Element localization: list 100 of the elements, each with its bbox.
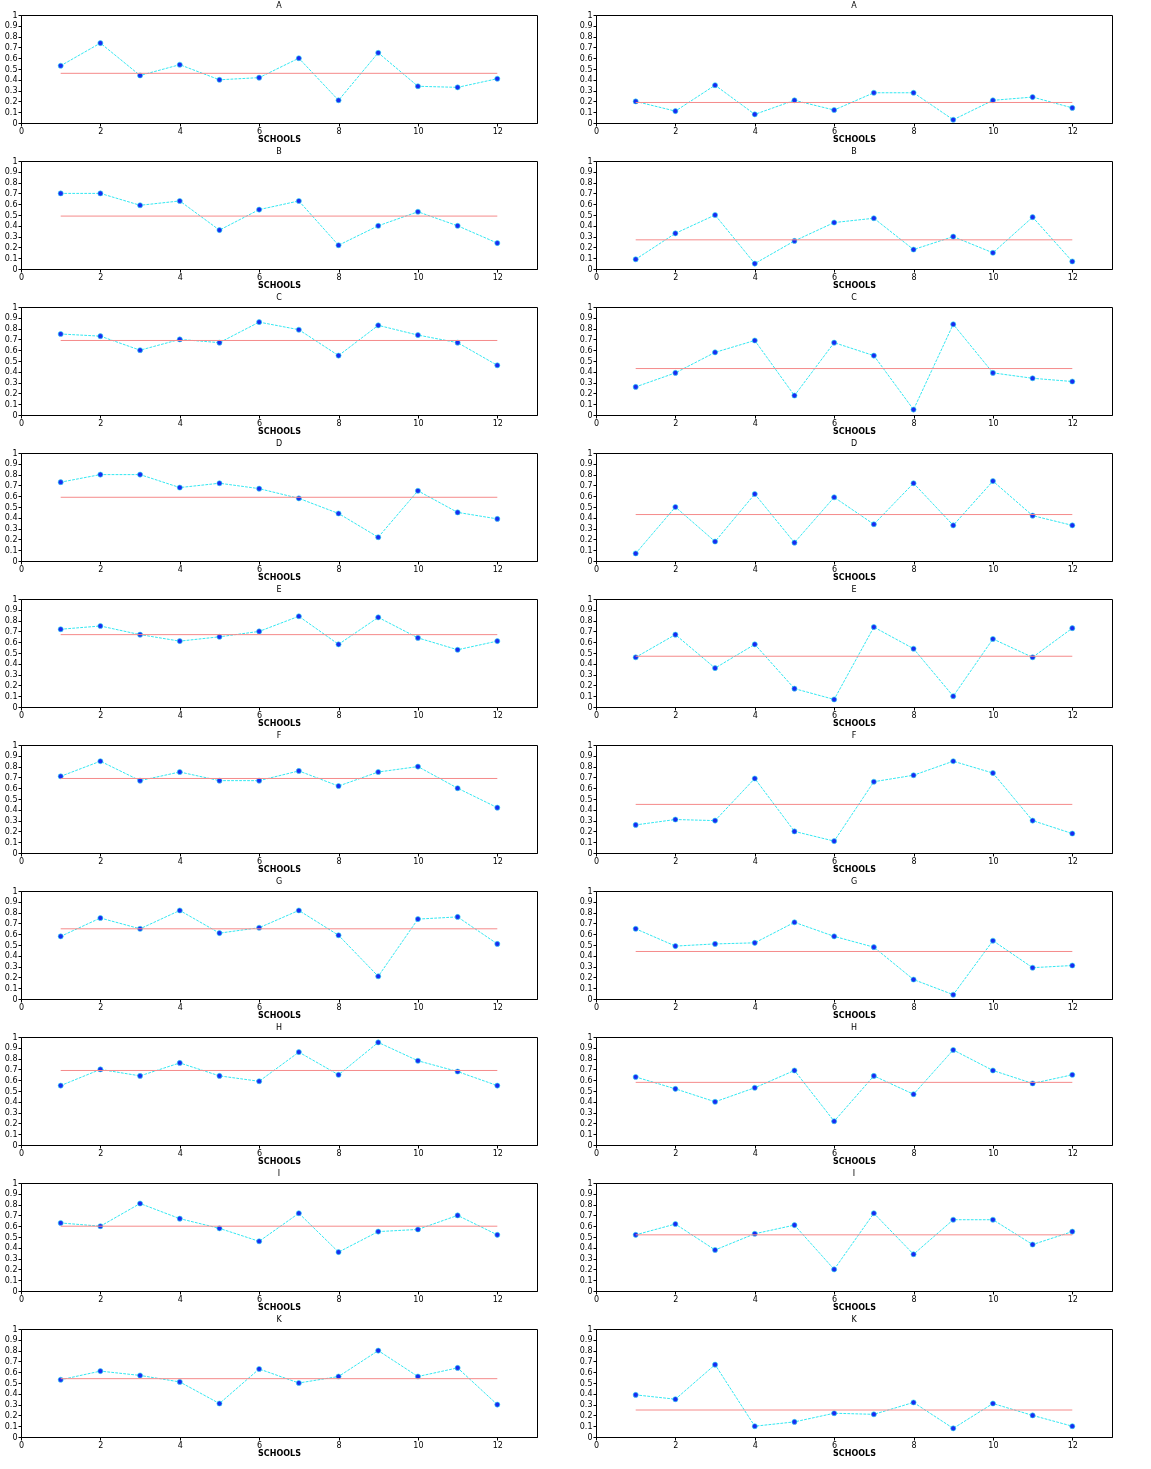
point: [296, 1049, 302, 1055]
y-tick-label: 0: [12, 702, 18, 712]
point: [296, 768, 302, 774]
y-tick-label: 0.4: [579, 367, 593, 377]
point: [791, 1067, 798, 1074]
point: [335, 1249, 342, 1255]
point: [1029, 512, 1036, 519]
y-tick-label: 0.6: [579, 345, 593, 355]
point: [415, 635, 421, 641]
y-tick-label: 0.5: [579, 1378, 593, 1388]
x-tick-label: 12: [1067, 1440, 1078, 1450]
y-tick-label: 0.5: [4, 794, 18, 804]
point: [672, 1221, 679, 1227]
x-tick-label: 12: [1067, 272, 1078, 282]
x-axis-title: SCHOOLS: [833, 426, 877, 436]
point: [1029, 817, 1036, 824]
y-tick-label: 0.7: [4, 42, 18, 52]
point: [216, 1400, 223, 1407]
y-tick-label: 0.3: [4, 962, 18, 972]
point: [910, 406, 917, 413]
y-tick-label: 0.5: [579, 502, 593, 512]
point: [176, 769, 183, 775]
y-tick-label: 0.2: [4, 826, 18, 836]
y-tick-label: 0.5: [579, 940, 593, 950]
point: [910, 1091, 917, 1098]
y-tick-label: 0.5: [579, 210, 593, 220]
y-tick-label: 0.3: [579, 86, 593, 96]
y-tick-label: 0: [587, 994, 593, 1004]
y-tick-label: 0.1: [579, 1421, 593, 1431]
y-tick-label: 0.3: [579, 816, 593, 826]
point: [256, 924, 262, 931]
y-tick-label: 0.5: [4, 210, 18, 220]
point: [494, 1401, 501, 1408]
y-tick-label: 0.5: [579, 356, 593, 366]
x-tick-label: 4: [752, 1440, 758, 1450]
point: [415, 332, 421, 338]
y-tick-label: 0.8: [579, 470, 593, 480]
y-tick-label: 1: [12, 594, 18, 604]
x-tick-label: 10: [988, 1002, 999, 1012]
point: [751, 1084, 758, 1091]
y-tick-label: 0: [587, 1432, 593, 1442]
y-tick-label: 1: [12, 448, 18, 458]
x-tick-label: 6: [832, 418, 838, 428]
x-tick-label: 2: [673, 710, 679, 720]
x-axis-title: SCHOOLS: [258, 864, 302, 874]
chart-title: H: [850, 1023, 858, 1032]
point: [672, 631, 679, 638]
x-tick-label: 8: [911, 1002, 917, 1012]
y-tick-label: 0.7: [579, 772, 593, 782]
x-axis-title: SCHOOLS: [833, 1010, 877, 1020]
point: [335, 1373, 342, 1380]
x-tick-label: 4: [177, 1002, 183, 1012]
y-tick-label: 0.3: [579, 378, 593, 388]
point: [871, 778, 877, 785]
x-tick-label: 10: [988, 710, 999, 720]
y-tick-label: 0.2: [579, 826, 593, 836]
x-tick-label: 6: [832, 272, 838, 282]
y-tick-label: 0.7: [4, 1064, 18, 1074]
point: [296, 55, 302, 62]
point: [632, 550, 639, 557]
point: [494, 1232, 501, 1238]
point: [831, 1118, 837, 1125]
point: [176, 484, 183, 491]
point: [375, 973, 382, 980]
y-tick-label: 0.7: [579, 1064, 593, 1074]
point: [990, 1216, 996, 1223]
point: [632, 256, 639, 263]
x-tick-label: 2: [673, 1440, 679, 1450]
point: [791, 919, 798, 926]
point: [871, 521, 877, 528]
y-tick-label: 0.1: [4, 107, 18, 117]
x-tick-label: 10: [413, 710, 424, 720]
y-tick-label: 0.9: [4, 1189, 18, 1199]
point: [415, 1226, 421, 1233]
y-tick-label: 0.3: [4, 524, 18, 534]
point: [335, 932, 342, 939]
point: [1029, 375, 1036, 382]
x-tick-label: 4: [752, 1294, 758, 1304]
point: [672, 370, 679, 376]
chart-title: C: [851, 293, 858, 302]
point: [137, 777, 143, 784]
y-tick-label: 0.4: [579, 1243, 593, 1253]
point: [494, 1082, 501, 1089]
y-tick-label: 0.7: [4, 334, 18, 344]
point: [1029, 1080, 1036, 1087]
y-tick-label: 0.9: [579, 1043, 593, 1053]
point: [831, 1410, 837, 1417]
point: [415, 916, 421, 922]
y-tick-label: 0.4: [579, 221, 593, 231]
y-tick-label: 0.6: [4, 491, 18, 501]
point: [831, 219, 837, 226]
x-tick-label: 4: [752, 418, 758, 428]
y-tick-label: 0.3: [579, 232, 593, 242]
point: [1069, 522, 1076, 529]
point: [296, 1380, 302, 1386]
point: [1029, 1241, 1036, 1248]
y-tick-label: 0.8: [579, 324, 593, 334]
x-tick-label: 4: [752, 126, 758, 136]
y-tick-label: 0.2: [4, 534, 18, 544]
point: [454, 339, 461, 346]
